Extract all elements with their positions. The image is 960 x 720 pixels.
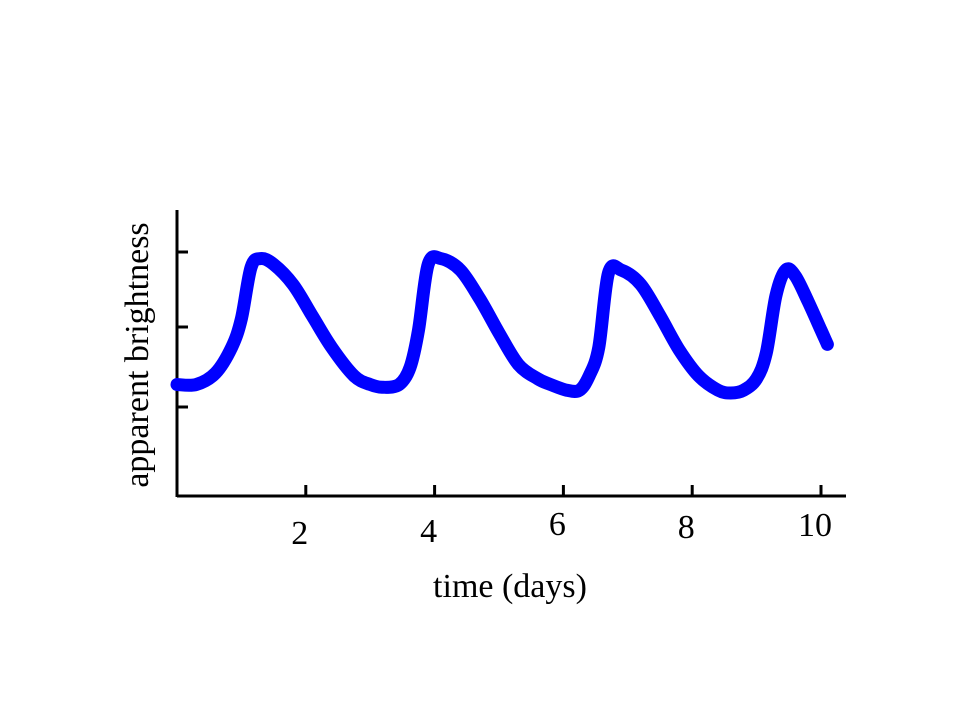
x-tick-label-4: 4: [420, 513, 437, 550]
x-tick-label-6: 6: [549, 506, 566, 543]
y-axis-title: apparent brightness: [119, 222, 156, 487]
axes: [175, 210, 846, 498]
x-tick-label-10: 10: [798, 507, 832, 544]
x-tick-label-2: 2: [291, 515, 308, 552]
x-tick-label-group: 2 4 6 8 10: [291, 506, 832, 552]
x-axis-title: time (days): [433, 568, 587, 605]
x-tick-label-8: 8: [678, 509, 695, 546]
brightness-curve: [170, 250, 834, 400]
x-tick-group: [304, 485, 823, 496]
